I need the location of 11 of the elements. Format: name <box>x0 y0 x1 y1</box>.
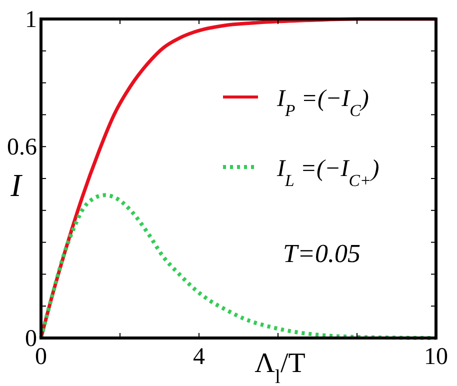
line-series <box>39 193 438 340</box>
x-tick-label: 10 <box>424 344 448 370</box>
x-axis-title: Λ$_{l}$/T <box>254 348 306 386</box>
legend-label: I$_{L}$ =(−I$_{C+}$) <box>276 156 380 190</box>
y-tick-label: 1 <box>25 7 37 33</box>
x-tick-label: 4 <box>193 344 205 370</box>
y-tick-label: 0.6 <box>7 134 37 161</box>
y-axis-title: I <box>10 167 23 203</box>
y-tick-label: 0 <box>25 326 37 352</box>
annotation: T=0.05 <box>283 239 361 268</box>
legend-label: I$_{P}$ =(−I$_{C}$) <box>276 86 369 120</box>
